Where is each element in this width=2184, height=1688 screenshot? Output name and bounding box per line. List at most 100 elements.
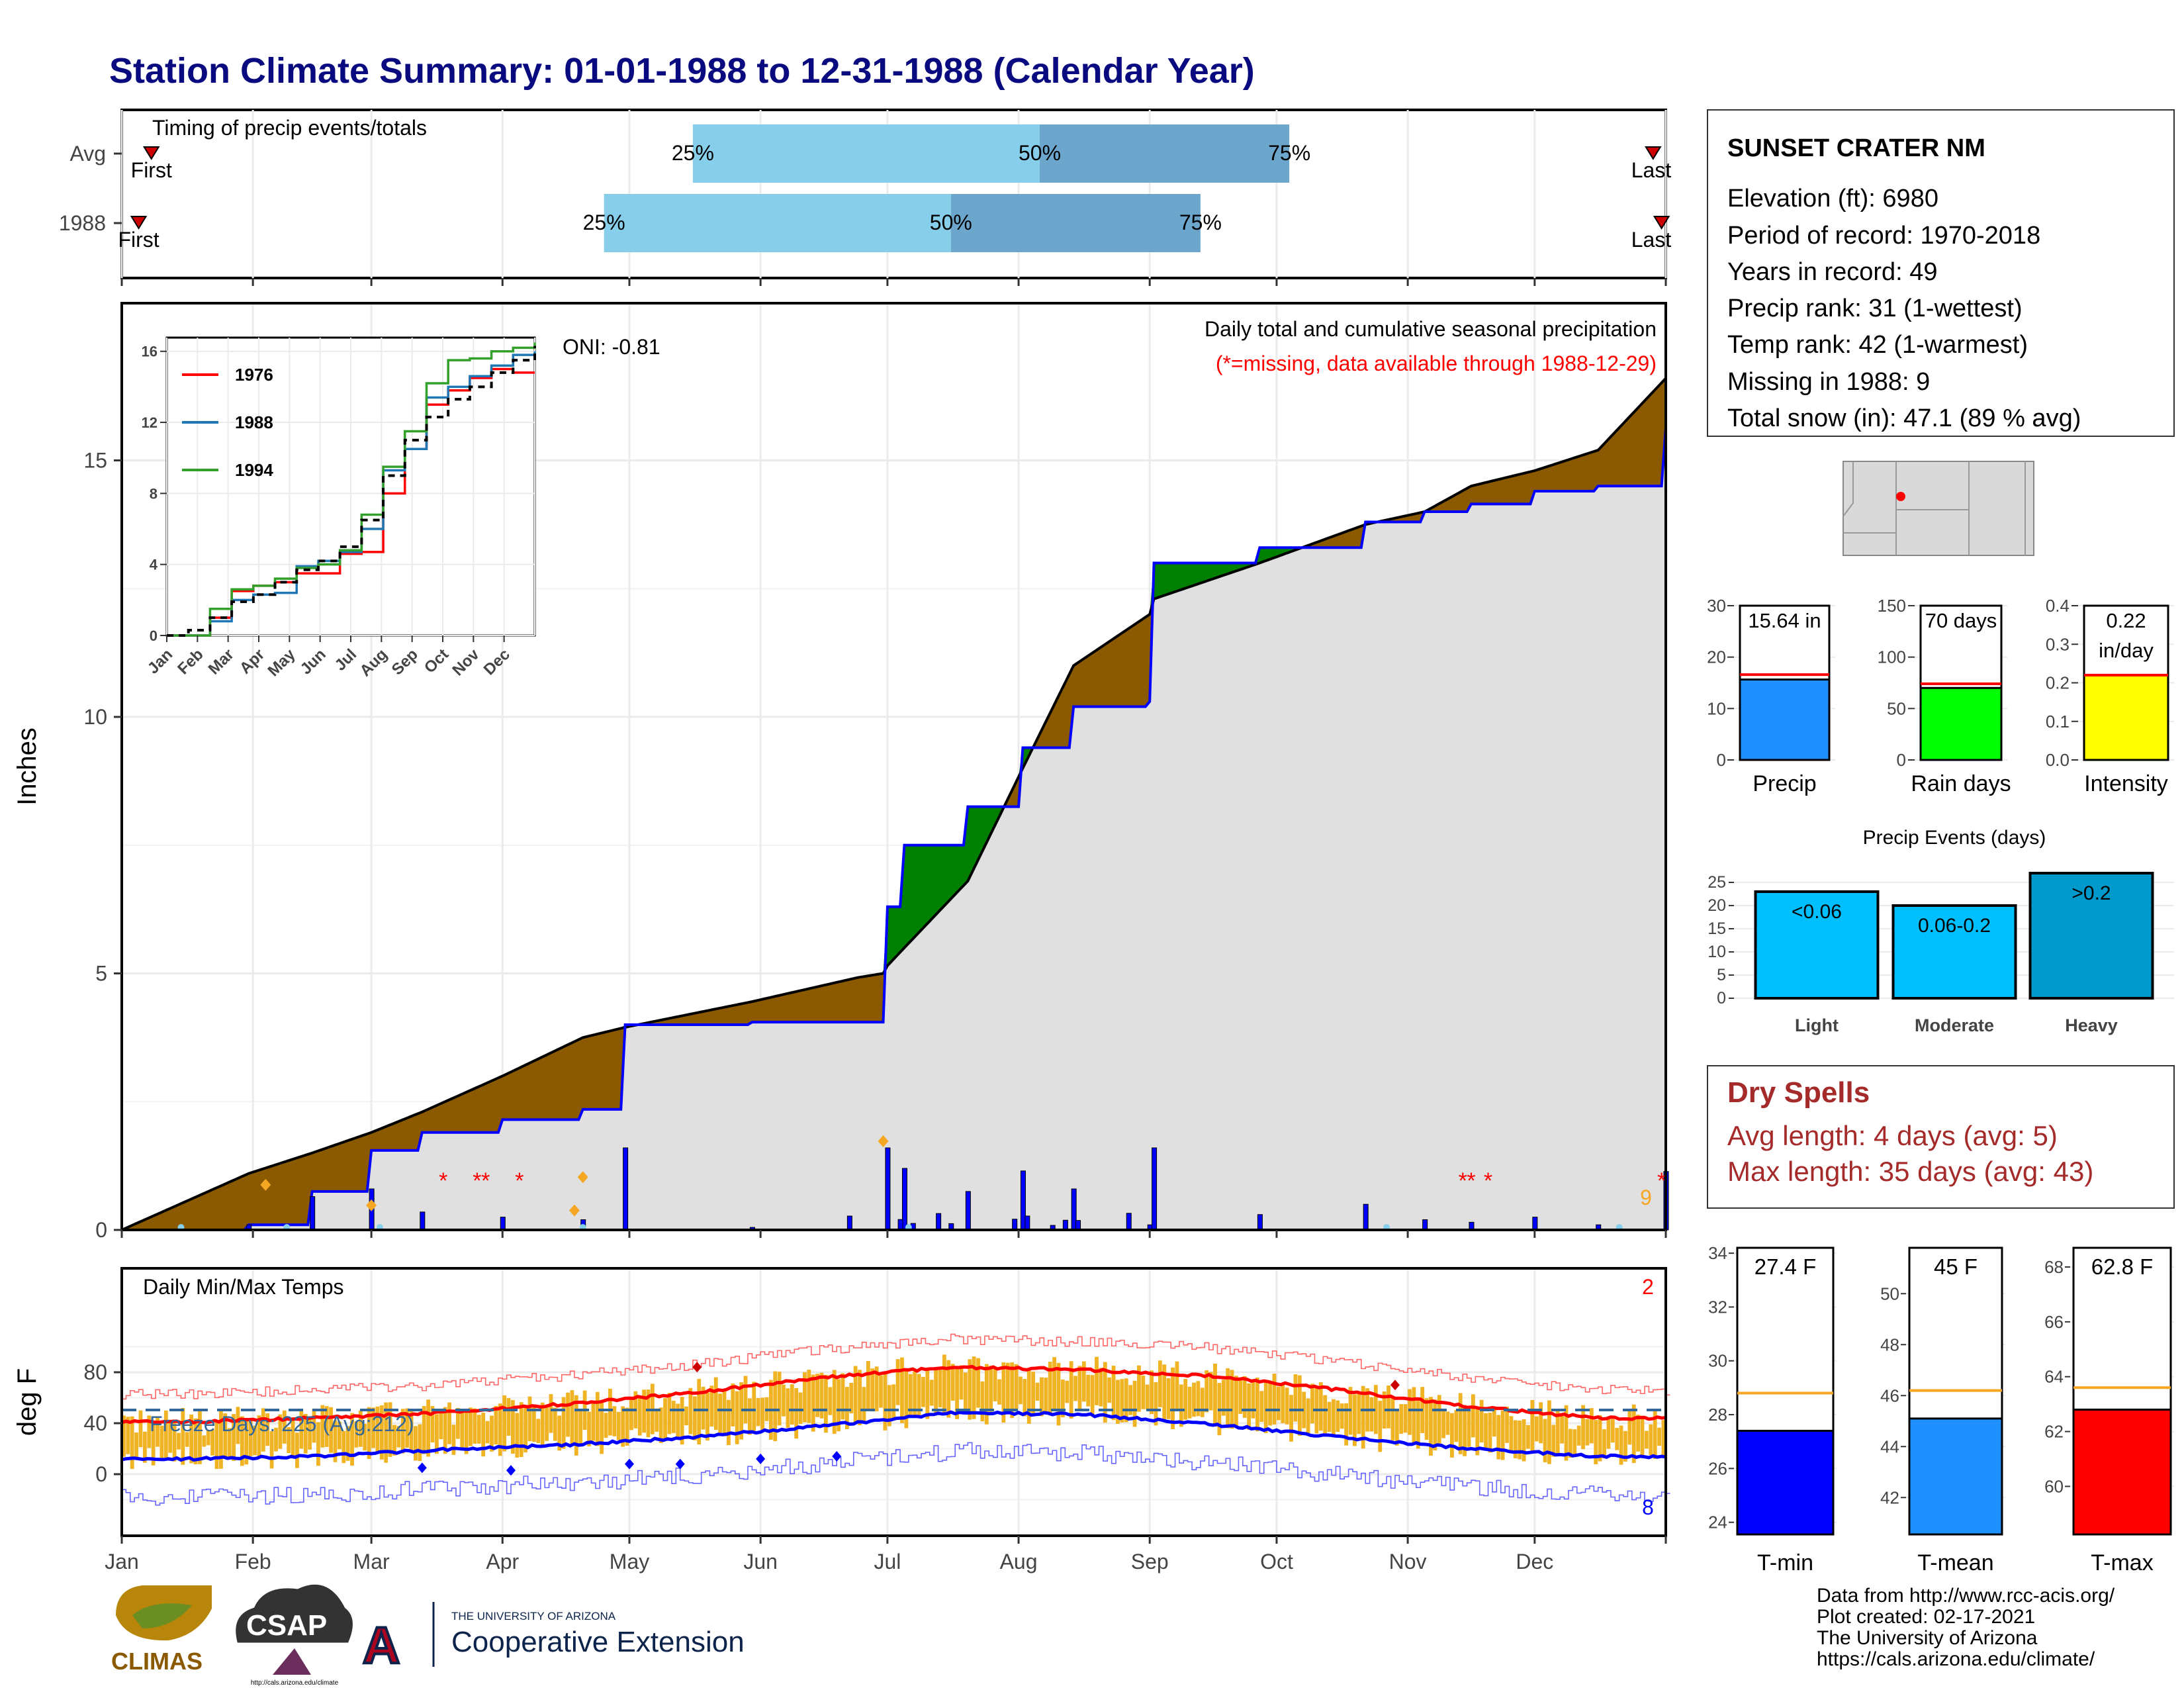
daily-temp-range-bar	[1276, 1386, 1281, 1421]
temp-y-tick-label: 40	[83, 1411, 107, 1435]
temp-summary-y-tick-label: 32	[1708, 1297, 1727, 1317]
daily-temp-range-bar	[481, 1413, 486, 1457]
daily-temp-range-bar	[371, 1407, 375, 1448]
daily-temp-range-bar	[1251, 1381, 1255, 1419]
daily-temp-range-bar	[870, 1368, 875, 1412]
daily-temp-range-bar	[760, 1397, 764, 1432]
last-event-marker-icon	[1653, 216, 1670, 230]
daily-temp-range-bar	[1631, 1404, 1636, 1464]
daily-temp-range-bar	[989, 1366, 993, 1412]
events-bar	[1891, 904, 2017, 1000]
daily-temp-range-bar	[498, 1403, 502, 1456]
daily-temp-range-bar	[904, 1371, 909, 1429]
daily-temp-range-bar	[692, 1396, 697, 1440]
missing-day-marker: *	[439, 1168, 447, 1194]
temp-summary-y-tick-label: 26	[1708, 1458, 1727, 1478]
daily-precip-bar	[420, 1211, 426, 1231]
events-y-tick-label: 0	[1717, 989, 1726, 1008]
temp-summary-y-tick-label: 66	[2044, 1312, 2064, 1332]
events-bar	[1754, 890, 1880, 1000]
daily-temp-range-bar	[1107, 1377, 1112, 1403]
daily-temp-range-bar	[261, 1408, 265, 1452]
oni-value: ONI: -0.81	[563, 335, 660, 359]
daily-temp-range-bar	[1183, 1379, 1188, 1420]
daily-temp-range-bar	[1564, 1405, 1569, 1461]
daily-temp-range-bar	[1408, 1389, 1412, 1435]
temp-summary-y-tick-label: 42	[1880, 1487, 1899, 1507]
temp-summary-y-tick-label: 68	[2044, 1257, 2064, 1277]
daily-temp-range-bar	[1623, 1430, 1627, 1462]
daily-temp-range-bar	[278, 1414, 283, 1449]
daily-temp-range-bar	[274, 1427, 278, 1452]
daily-temp-range-bar	[434, 1414, 439, 1454]
daily-temp-range-bar	[354, 1421, 359, 1448]
daily-temp-range-bar	[824, 1374, 828, 1433]
daily-temp-range-bar	[151, 1424, 156, 1466]
events-bar-inner-label: <0.06	[1792, 901, 1842, 923]
missing-day-marker: *	[473, 1168, 481, 1194]
daily-temp-range-bar	[950, 1364, 955, 1401]
daily-temp-range-bar	[1390, 1397, 1395, 1440]
daily-temp-range-bar	[269, 1430, 274, 1469]
daily-temp-range-bar	[142, 1431, 147, 1463]
daily-temp-range-bar	[1192, 1382, 1196, 1417]
daily-temp-range-bar	[134, 1432, 138, 1458]
daily-temp-range-bar	[1357, 1391, 1361, 1434]
daily-temp-range-bar	[1242, 1376, 1247, 1418]
temp-summary-y-tick-label: 34	[1708, 1243, 1727, 1263]
temp-summary-label: T-min	[1757, 1550, 1813, 1575]
daily-temp-range-bar	[375, 1406, 380, 1454]
inset-legend-label: 1976	[235, 365, 273, 385]
daily-temp-range-bar	[1484, 1413, 1488, 1450]
daily-temp-range-bar	[172, 1419, 177, 1462]
temp-summary-bar-value	[2072, 1408, 2172, 1536]
events-bar-inner-label: >0.2	[2071, 882, 2111, 904]
summary-y-tick-label: 100	[1878, 647, 1906, 667]
daily-temp-range-bar	[414, 1426, 418, 1461]
daily-temp-range-bar	[1247, 1383, 1251, 1430]
daily-temp-range-bar	[337, 1421, 341, 1450]
summary-y-tick-label: 0	[1897, 750, 1906, 770]
record-low-marker-icon	[625, 1458, 635, 1470]
temp-summary-y-tick-label: 44	[1880, 1436, 1899, 1456]
precip-y-tick-label: 15	[83, 449, 107, 473]
daily-temp-range-bar	[959, 1365, 964, 1400]
timing-bar-25-50	[604, 194, 951, 252]
daily-temp-range-bar	[418, 1424, 422, 1462]
daily-temp-range-bar	[819, 1372, 824, 1419]
first-event-label: First	[118, 228, 159, 252]
dry-spells-box: Dry Spells Avg length: 4 days (avg: 5) M…	[1707, 1065, 2175, 1209]
last-event-marker-icon	[1645, 146, 1662, 160]
daily-temp-range-bar	[1382, 1391, 1387, 1429]
daily-temp-range-bar	[329, 1407, 333, 1453]
daily-temp-range-bar	[1509, 1416, 1514, 1452]
daily-temp-range-bar	[1429, 1397, 1433, 1456]
temp-summary-y-tick-label: 30	[1708, 1351, 1727, 1371]
daily-temp-range-bar	[1387, 1385, 1390, 1429]
daily-temp-range-bar	[887, 1385, 891, 1427]
summary-bar-label: Rain days	[1911, 771, 2011, 796]
daily-temp-range-bar	[1010, 1362, 1015, 1419]
precip-y-tick-label: 0	[95, 1218, 107, 1242]
daily-temp-range-bar	[561, 1397, 566, 1449]
daily-temp-range-bar	[1594, 1420, 1598, 1465]
daily-temp-range-bar	[1090, 1375, 1095, 1416]
summary-y-tick-label: 0.4	[2046, 596, 2070, 616]
daily-temp-range-bar	[469, 1407, 473, 1446]
daily-temp-range-bar	[455, 1408, 460, 1439]
daily-temp-range-bar	[862, 1387, 866, 1422]
daily-temp-range-bar	[210, 1429, 215, 1456]
daily-temp-range-bar	[671, 1401, 676, 1433]
daily-temp-range-bar	[1403, 1404, 1408, 1433]
daily-temp-range-bar	[248, 1418, 253, 1456]
daily-temp-range-bar	[485, 1421, 490, 1444]
daily-temp-range-bar	[168, 1421, 173, 1453]
daily-temp-range-bar	[422, 1406, 426, 1454]
summary-bar-value-label: 15.64 in	[1748, 609, 1821, 632]
daily-temp-range-bar	[430, 1406, 435, 1443]
state-borders	[1843, 461, 2026, 555]
daily-temp-range-bar	[667, 1393, 672, 1434]
timing-50-label: 50%	[930, 211, 972, 234]
daily-temp-range-bar	[853, 1366, 858, 1424]
snow-depth-marker-icon	[260, 1178, 271, 1191]
